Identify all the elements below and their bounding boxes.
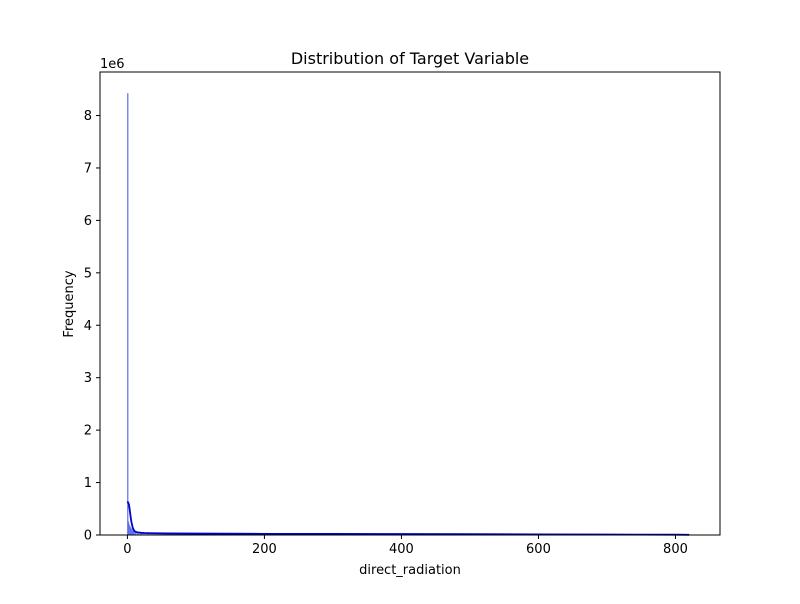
y-tick-label: 4 <box>84 319 92 334</box>
histogram-bar <box>127 93 128 535</box>
x-axis-label: direct_radiation <box>359 563 461 578</box>
y-tick-label: 3 <box>84 371 92 386</box>
y-axis-label: Frequency <box>62 270 77 337</box>
y-tick-label: 2 <box>84 424 92 439</box>
x-tick-label: 800 <box>663 542 688 557</box>
y-tick-label: 0 <box>84 529 92 544</box>
y-tick-label: 6 <box>84 214 92 229</box>
chart-title: Distribution of Target Variable <box>291 49 529 68</box>
y-tick-label: 7 <box>84 161 92 176</box>
x-tick-label: 400 <box>389 542 414 557</box>
y-axis-offset-label: 1e6 <box>100 57 125 72</box>
x-tick-label: 200 <box>252 542 277 557</box>
y-tick-label: 1 <box>84 476 92 491</box>
x-tick-label: 0 <box>123 542 131 557</box>
x-tick-label: 600 <box>526 542 551 557</box>
y-tick-label: 8 <box>84 109 92 124</box>
y-tick-label: 5 <box>84 266 92 281</box>
